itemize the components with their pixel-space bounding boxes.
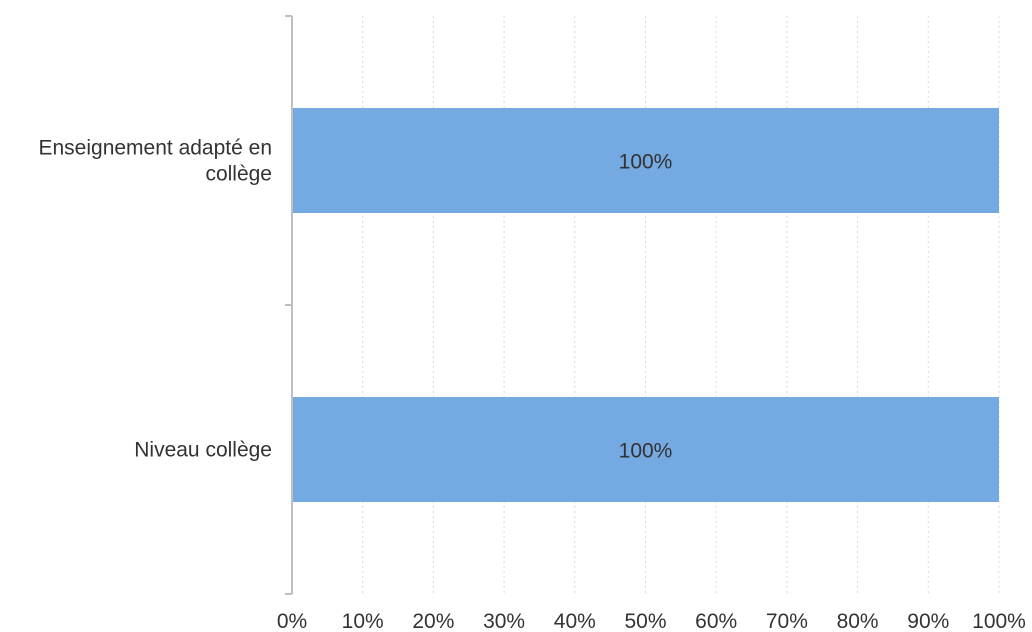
category-label: Enseignement adapté en collège [38, 137, 272, 186]
bars [292, 108, 999, 502]
category-label: Niveau collège [134, 439, 272, 462]
category-axis [285, 15, 293, 595]
x-tick-label: 100% [972, 610, 1026, 632]
x-tick-label: 60% [695, 610, 737, 632]
x-axis-tick-labels: 0% 10% 20% 30% 40% 50% 60% 70% 80% 90% 100% [277, 610, 1026, 632]
x-tick-label: 0% [277, 610, 307, 632]
x-tick-label: 30% [483, 610, 525, 632]
category-labels: Enseignement adapté en collège Niveau coll… [38, 137, 272, 462]
gridlines [362, 16, 1000, 594]
x-tick-label: 40% [554, 610, 596, 632]
bar [292, 397, 999, 502]
x-tick-label: 50% [624, 610, 666, 632]
bar [292, 108, 999, 213]
x-tick-label: 70% [766, 610, 808, 632]
data-label: 100% [619, 440, 673, 463]
x-tick-label: 10% [342, 610, 384, 632]
x-tick-label: 90% [907, 610, 949, 632]
data-label: 100% [619, 151, 673, 174]
data-labels: 100% 100% [619, 151, 673, 463]
x-tick-label: 20% [412, 610, 454, 632]
x-tick-label: 80% [837, 610, 879, 632]
